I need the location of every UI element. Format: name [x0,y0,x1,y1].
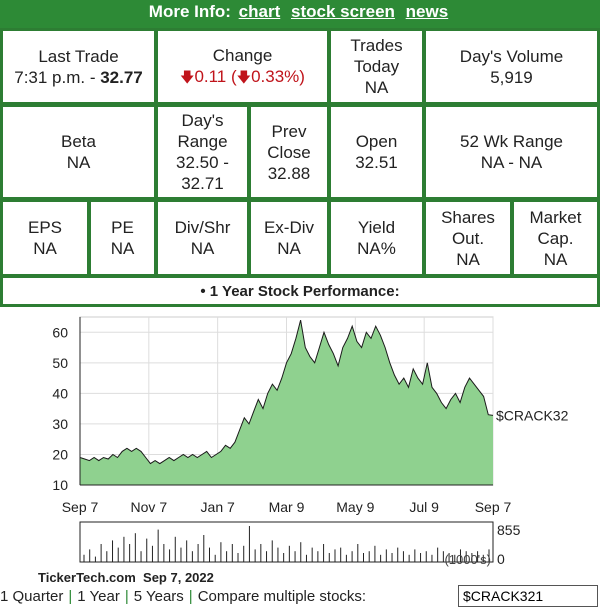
compare-label: Compare multiple stocks: [197,588,367,605]
x-tick-label: Nov 7 [131,499,168,515]
y-tick-label: 10 [52,477,68,493]
prev-close-value: 32.88 [267,163,311,183]
div-shr-cell: Div/Shr NA [157,201,248,275]
one-quarter-link[interactable]: 1 Quarter [0,588,64,605]
five-years-link[interactable]: 5 Years [133,588,184,605]
yield-cell: Yield NA% [330,201,423,275]
more-info-bar: More Info: chart stock screen news [0,0,600,28]
series-label: $CRACK32 [496,407,569,423]
trades-today-label-2: Today [353,57,400,76]
trades-today-value: NA [364,78,389,97]
x-tick-label: Sep 7 [62,499,99,515]
days-volume-cell: Day's Volume 5,919 [425,30,598,103]
eps-value: NA [33,239,57,258]
beta-cell: Beta NA [2,106,155,198]
performance-chart-svg: 10 20 30 40 50 60 Sep 7 Nov 7 Jan 7 Mar 9 May 9 Jul… [52,316,569,567]
prev-close-label-2: Close [267,142,311,162]
separator: | [188,588,193,605]
compare-stocks-input[interactable] [458,585,598,607]
performance-chart: 10 20 30 40 50 60 Sep 7 Nov 7 Jan 7 Mar 9 May 9 Jul… [0,307,600,600]
last-trade-label: Last Trade [38,46,119,66]
pe-label: PE [111,218,134,237]
volume-max-label: 855 [497,522,521,538]
pe-value: NA [110,239,135,258]
chart-footer: TickerTech.com Sep 7, 2022 [38,570,214,585]
shares-out-label-2: Out. [451,228,485,248]
news-link[interactable]: news [405,2,449,21]
ex-div-value: NA [277,239,301,258]
one-year-link[interactable]: 1 Year [77,588,120,605]
down-arrow-icon: 🡇 [180,69,195,85]
chart-link[interactable]: chart [238,2,281,21]
market-cap-cell: Market Cap. NA [513,201,598,275]
prev-close-label-1: Prev [271,121,307,141]
x-tick-label: May 9 [336,499,374,515]
shares-out-cell: Shares Out. NA [425,201,511,275]
y-tick-label: 40 [52,385,68,401]
chart-date: Sep 7, 2022 [143,570,214,585]
volume-zero-label: 0 [497,551,505,567]
period-links: 1 Quarter | 1 Year | 5 Years | Compare multipl… [0,588,366,605]
x-tick-label: Sep 7 [475,499,512,515]
volume-panel [79,521,494,563]
days-range-label-2: Range [177,132,228,151]
y-tick-label: 30 [52,416,68,432]
open-label: Open [355,132,398,151]
ex-div-cell: Ex-Div NA [250,201,328,275]
shares-out-label-1: Shares [441,207,495,227]
days-range-high: 32.71 [181,174,224,193]
separator: | [68,588,73,605]
days-volume-label: Day's Volume [459,46,564,66]
change-value: 🡇0.11 (🡇0.33%) [180,67,305,86]
market-cap-value: NA [543,249,568,269]
wk52-range-value: NA - NA [480,153,543,172]
days-range-cell: Day's Range 32.50 - 32.71 [157,106,248,198]
eps-label: EPS [27,218,63,237]
yield-label: Yield [357,218,396,237]
market-cap-label-1: Market [529,207,582,227]
market-cap-label-2: Cap. [537,228,574,248]
div-shr-value: NA [190,239,215,258]
performance-heading: • 1 Year Stock Performance: [2,277,598,305]
last-trade-cell: Last Trade 7:31 p.m. - 32.77 [2,30,155,103]
beta-label: Beta [61,132,96,151]
yield-value: NA% [357,239,396,258]
down-arrow-icon: 🡇 [236,69,252,85]
quote-table: Last Trade 7:31 p.m. - 32.77 Change 🡇0.1… [0,28,600,600]
x-tick-label: Jul 9 [409,499,439,515]
y-tick-label: 20 [52,446,68,462]
prev-close-cell: Prev Close 32.88 [250,106,328,198]
beta-value: NA [66,153,91,172]
days-volume-value: 5,919 [490,67,533,87]
y-tick-label: 50 [52,355,68,371]
x-tick-label: Jan 7 [201,499,235,515]
y-tick-label: 60 [52,324,68,340]
change-cell: Change 🡇0.11 (🡇0.33%) [157,30,328,103]
stock-screen-link[interactable]: stock screen [290,2,395,21]
eps-cell: EPS NA [2,201,88,275]
div-shr-label: Div/Shr [174,218,231,237]
source-label: TickerTech.com [38,570,136,585]
more-info-label: More Info: [148,2,231,21]
open-value: 32.51 [355,153,398,172]
days-range-low: 32.50 - [176,153,229,172]
price-area [80,320,493,485]
wk52-range-label: 52 Wk Range [460,132,563,151]
trades-today-cell: Trades Today NA [330,30,423,103]
last-trade-value: 7:31 p.m. - 32.77 [14,67,143,87]
price-line [79,319,494,465]
x-tick-label: Mar 9 [269,499,305,515]
separator: | [124,588,129,605]
days-range-label-1: Day's [181,111,224,130]
shares-out-value: NA [456,249,480,269]
ex-div-label: Ex-Div [263,218,315,237]
trades-today-label-1: Trades [350,36,403,55]
volume-unit-label: (1000's) [444,552,491,567]
open-cell: Open 32.51 [330,106,423,198]
pe-cell: PE NA [90,201,155,275]
change-label: Change [212,46,273,65]
wk52-range-cell: 52 Wk Range NA - NA [425,106,598,198]
